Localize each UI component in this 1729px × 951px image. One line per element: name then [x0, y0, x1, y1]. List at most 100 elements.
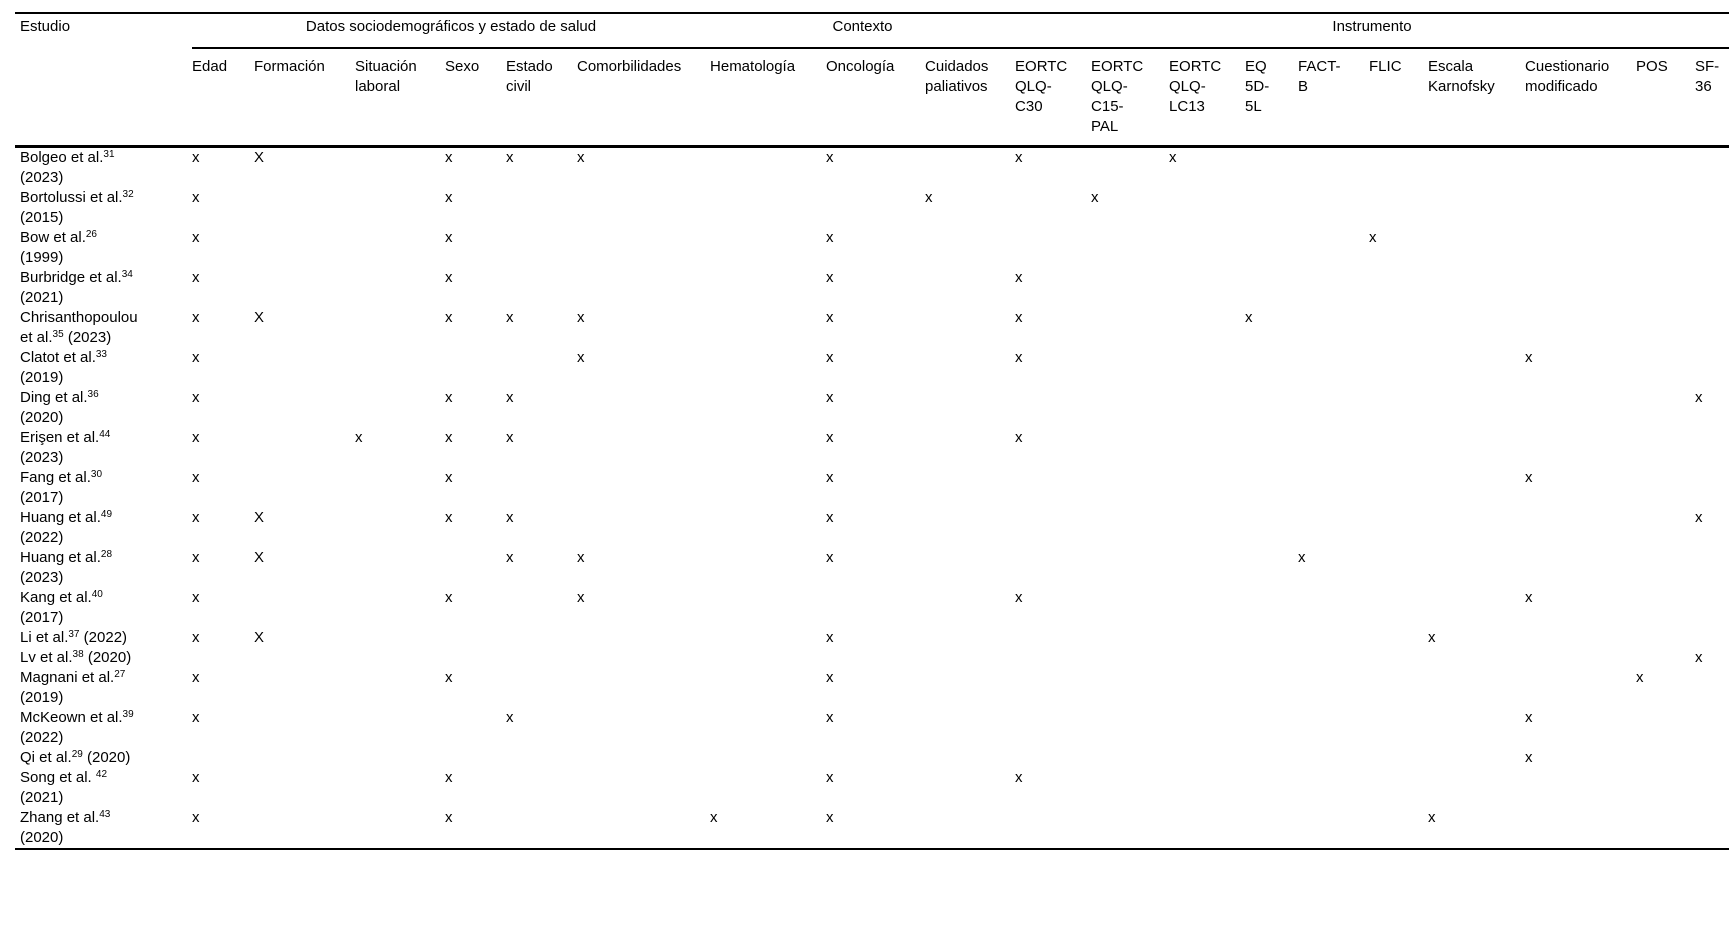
- citation-superscript: 44: [99, 429, 111, 440]
- mark-cell-sexo: x: [445, 669, 453, 686]
- empty-cell-eortc-qlq-lc13: [1169, 708, 1245, 748]
- empty-cell-formacion: [254, 188, 355, 228]
- citation-superscript: 27: [114, 669, 126, 680]
- empty-cell-eortc-qlq-c30: [1015, 188, 1091, 228]
- study-row: Bortolussi et al.32 (2015) x x x x: [15, 188, 1729, 228]
- empty-cell-flic: [1369, 388, 1428, 428]
- empty-cell-flic: [1369, 548, 1428, 588]
- study-label: Bortolussi et al.32 (2015): [20, 189, 134, 226]
- empty-cell-estado-civil: [506, 268, 577, 308]
- empty-cell-fact-b: [1298, 228, 1369, 268]
- mark-cell-comorbilidades: x: [577, 309, 585, 326]
- empty-cell-eq-5d-5l: [1245, 188, 1298, 228]
- group-header-row: Estudio Datos sociodemográficos y estado…: [15, 12, 1729, 148]
- empty-cell-formacion: [254, 268, 355, 308]
- mark-cell-oncologia: x: [826, 549, 834, 566]
- mark-cell-edad: x: [192, 309, 200, 326]
- column-header-comorbilidades: Comorbilidades: [577, 48, 711, 148]
- mark-cell-oncologia: x: [826, 769, 834, 786]
- mark-cell-oncologia: x: [826, 429, 834, 446]
- empty-cell-sf-36: [1695, 428, 1729, 468]
- citation-superscript: 43: [99, 809, 111, 820]
- empty-cell-eq-5d-5l: [1245, 768, 1298, 808]
- empty-cell-sf-36: [1695, 588, 1729, 628]
- empty-cell-oncologia: [826, 188, 925, 228]
- empty-cell-estado-civil: [506, 348, 577, 388]
- empty-cell-eq-5d-5l: [1245, 268, 1298, 308]
- empty-cell-estado-civil: [506, 748, 577, 768]
- empty-cell-flic: [1369, 628, 1428, 648]
- empty-cell-estado-civil: [506, 668, 577, 708]
- empty-cell-comorbilidades: [577, 508, 710, 548]
- empty-cell-edad: [192, 648, 254, 668]
- empty-cell-formacion: [254, 468, 355, 508]
- empty-cell-pos: [1636, 648, 1695, 668]
- study-row: Lv et al.38 (2020) x: [15, 648, 1729, 668]
- empty-cell-hematologia: [710, 147, 826, 189]
- empty-cell-sf-36: [1695, 708, 1729, 748]
- empty-cell-sf-36: [1695, 748, 1729, 768]
- column-header-eq-5d-5l: EQ 5D- 5L: [1245, 48, 1299, 148]
- empty-cell-eortc-qlq-lc13: [1169, 428, 1245, 468]
- mark-cell-oncologia: x: [826, 469, 834, 486]
- empty-cell-hematologia: [710, 348, 826, 388]
- mark-cell-sf-36: x: [1695, 509, 1703, 526]
- citation-superscript: 35: [52, 329, 64, 340]
- mark-cell-cuidados-paliativos: x: [925, 189, 933, 206]
- empty-cell-eortc-qlq-c15-pal: [1091, 708, 1169, 748]
- empty-cell-formacion: [254, 388, 355, 428]
- empty-cell-cuidados-paliativos: [925, 668, 1015, 708]
- empty-cell-situacion-laboral: [355, 668, 445, 708]
- mark-cell-formacion: X: [254, 309, 265, 326]
- empty-cell-flic: [1369, 668, 1428, 708]
- empty-cell-comorbilidades: [577, 708, 710, 748]
- study-label: Kang et al.40 (2017): [20, 589, 103, 626]
- mark-cell-situacion-laboral: x: [355, 429, 363, 446]
- study-label: Erişen et al.44 (2023): [20, 429, 111, 466]
- empty-cell-cuestionario-modificado: [1525, 268, 1636, 308]
- empty-cell-eq-5d-5l: [1245, 648, 1298, 668]
- empty-cell-eortc-qlq-c15-pal: [1091, 588, 1169, 628]
- empty-cell-sexo: [445, 708, 506, 748]
- empty-cell-fact-b: [1298, 348, 1369, 388]
- empty-cell-flic: [1369, 748, 1428, 768]
- empty-cell-cuestionario-modificado: [1525, 508, 1636, 548]
- empty-cell-eq-5d-5l: [1245, 147, 1298, 189]
- mark-cell-eortc-qlq-c30: x: [1015, 349, 1023, 366]
- empty-cell-escala-karnofsky: [1428, 648, 1525, 668]
- empty-cell-situacion-laboral: [355, 147, 445, 189]
- mark-cell-comorbilidades: x: [577, 549, 585, 566]
- empty-cell-fact-b: [1298, 308, 1369, 348]
- mark-cell-eortc-qlq-c30: x: [1015, 769, 1023, 786]
- study-label: Huang et al.49 (2022): [20, 509, 113, 546]
- empty-cell-flic: [1369, 468, 1428, 508]
- study-row: Burbridge et al.34 (2021) x x x x: [15, 268, 1729, 308]
- mark-cell-comorbilidades: x: [577, 589, 585, 606]
- column-header-row: Edad Formación Situación laboral Sexo Estado c…: [15, 48, 1729, 148]
- empty-cell-fact-b: [1298, 268, 1369, 308]
- study-label: Song et al. 42 (2021): [20, 769, 108, 806]
- empty-cell-eortc-qlq-c15-pal: [1091, 468, 1169, 508]
- mark-cell-edad: x: [192, 429, 200, 446]
- column-header-cuestionario-modificado: Cuestionario modificado: [1525, 48, 1637, 148]
- empty-cell-eortc-qlq-lc13: [1169, 628, 1245, 648]
- empty-cell-cuidados-paliativos: [925, 308, 1015, 348]
- empty-cell-formacion: [254, 768, 355, 808]
- empty-cell-escala-karnofsky: [1428, 708, 1525, 748]
- empty-cell-eortc-qlq-lc13: [1169, 588, 1245, 628]
- mark-cell-eq-5d-5l: x: [1245, 309, 1253, 326]
- empty-cell-eortc-qlq-c15-pal: [1091, 268, 1169, 308]
- empty-cell-eortc-qlq-c15-pal: [1091, 748, 1169, 768]
- empty-cell-fact-b: [1298, 708, 1369, 748]
- mark-cell-oncologia: x: [826, 389, 834, 406]
- column-header-pos: POS: [1636, 48, 1696, 148]
- empty-cell-eortc-qlq-c30: [1015, 228, 1091, 268]
- mark-cell-estado-civil: x: [506, 149, 514, 166]
- empty-cell-pos: [1636, 348, 1695, 388]
- empty-cell-pos: [1636, 588, 1695, 628]
- empty-cell-fact-b: [1298, 808, 1370, 850]
- mark-cell-edad: x: [192, 589, 200, 606]
